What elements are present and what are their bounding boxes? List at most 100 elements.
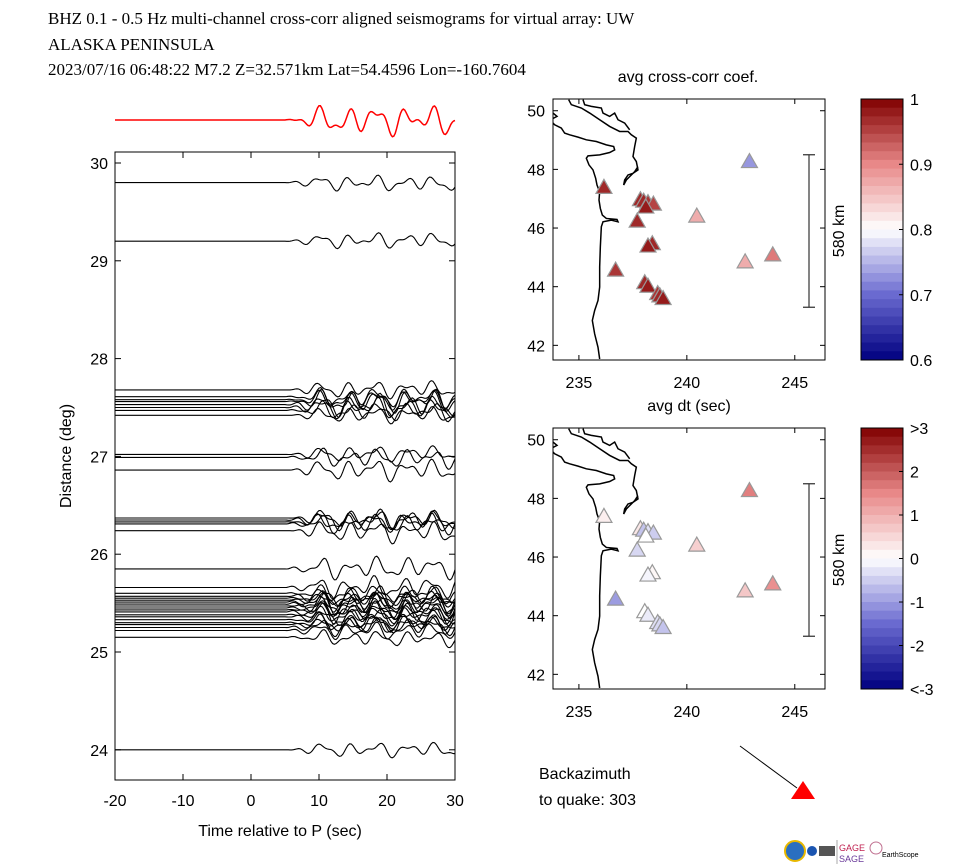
seismogram-trace [115,616,456,633]
seismogram-trace [115,590,456,609]
colorbar-band [861,333,903,344]
seismogram-panel: -20 -10 0 10 20 30 24 25 26 27 28 29 30 Time relativ… [58,105,464,840]
map1-xlabel: avg dt (sec) [647,398,731,415]
map-axes-box [552,427,826,690]
colorbar-band [861,602,903,612]
colorbar-tick-label: 0.9 [910,157,932,174]
quake-direction-triangle [791,781,815,799]
colorbar-band [861,107,903,117]
colorbar-band [861,445,903,455]
colorbar-band [861,212,903,222]
backazimuth-line [739,745,798,789]
colorbar-tick-label: 1 [910,508,919,525]
seismogram-trace [115,508,456,532]
colorbar-tick-label: >3 [910,421,928,438]
station-triangle [654,618,673,635]
x-tick-label: -10 [171,793,194,810]
nsf-logo-icon [784,840,806,862]
colorbar-band [861,619,903,629]
seismogram-trace [115,388,456,414]
colorbar-band [861,506,903,516]
seismogram-trace [115,591,456,615]
y-tick-label: 44 [527,609,545,626]
seismogram-trace [115,447,456,470]
colorbar-band [861,220,903,230]
title-line-1: BHZ 0.1 - 0.5 Hz multi-channel cross-cor… [48,9,635,28]
station-triangle [638,236,658,253]
stack-trace [115,105,456,138]
nasa-logo-icon [807,846,817,856]
station-triangle [740,152,759,169]
dt-map: 235 240 245 42 44 46 48 50 580 km >3 2 1 0 -1 -2 <-3 [527,421,933,721]
y-tick-label: 29 [90,254,108,271]
seismogram-trace [115,380,456,400]
colorbar-band [861,636,903,646]
map1-title: avg cross-corr coef. [618,69,758,86]
seismogram-trace [115,513,456,536]
station-triangle [636,526,655,543]
x-tick-label: 240 [673,375,700,392]
colorbar-tick-label: 0 [910,552,919,569]
colorbar-band [861,273,903,283]
earthscope-logo-icon [869,841,883,855]
colorbar-tick-label: 1 [910,92,919,109]
colorbar-band [861,497,903,507]
y-tick-label: 26 [90,547,108,564]
colorbar-band [861,255,903,265]
seismogram-ylabel: Distance (deg) [58,404,75,508]
scale-bar-label: 580 km [831,534,848,586]
colorbar-band [861,610,903,620]
x-tick-label: 245 [781,375,808,392]
colorbar-band [861,454,903,464]
colorbar-band [861,125,903,135]
colorbar-band [861,142,903,152]
colorbar-tick-label: 0.6 [910,353,932,370]
colorbar-band [861,342,903,352]
x-tick-label: -20 [103,793,126,810]
colorbar-band [861,575,903,586]
station-triangle [654,289,673,306]
station-triangle [763,245,782,262]
colorbar-band [861,194,903,204]
colorbar-tick-label: 0.8 [910,223,932,240]
colorbar-band [861,229,903,239]
station-triangle [763,574,782,591]
seismogram-trace [115,406,456,425]
agency-logo-icon [819,846,835,856]
y-tick-label: 50 [527,433,545,450]
y-tick-label: 48 [527,491,545,508]
title-line-2: ALASKA PENINSULA [48,35,215,54]
seismogram-trace [115,445,456,463]
station-triangle [638,277,658,293]
seismogram-trace [115,602,456,621]
colorbar-band [861,488,903,499]
y-tick-label: 28 [90,352,108,369]
colorbar-tick-label: <-3 [910,682,934,699]
seismogram-trace [115,174,456,192]
traces [115,174,456,759]
colorbar-band [861,151,903,161]
station-triangle [606,260,625,277]
station-triangle [594,178,613,194]
y-tick-label: 30 [90,156,108,173]
station-triangle [736,252,755,269]
colorbar-band [861,462,903,472]
colorbar-band [861,264,903,274]
y-tick-label: 46 [527,550,545,567]
colorbar-band [861,436,903,446]
y-tick-label: 44 [527,280,545,297]
colorbar-band [861,515,903,525]
seismogram-trace [115,555,456,581]
y-tick-label: 27 [90,449,108,466]
station-triangle [628,211,647,228]
gage-logo-text: GAGE [839,843,865,853]
colorbar-band [861,351,903,361]
colorbar-band [861,645,903,655]
y-tick-label: 50 [527,104,545,121]
x-tick-label: 235 [566,375,593,392]
colorbar-band [861,662,903,673]
station-triangle [736,581,755,598]
coastline [553,99,639,360]
colorbar-band [861,584,903,594]
y-tick-label: 24 [90,743,108,760]
